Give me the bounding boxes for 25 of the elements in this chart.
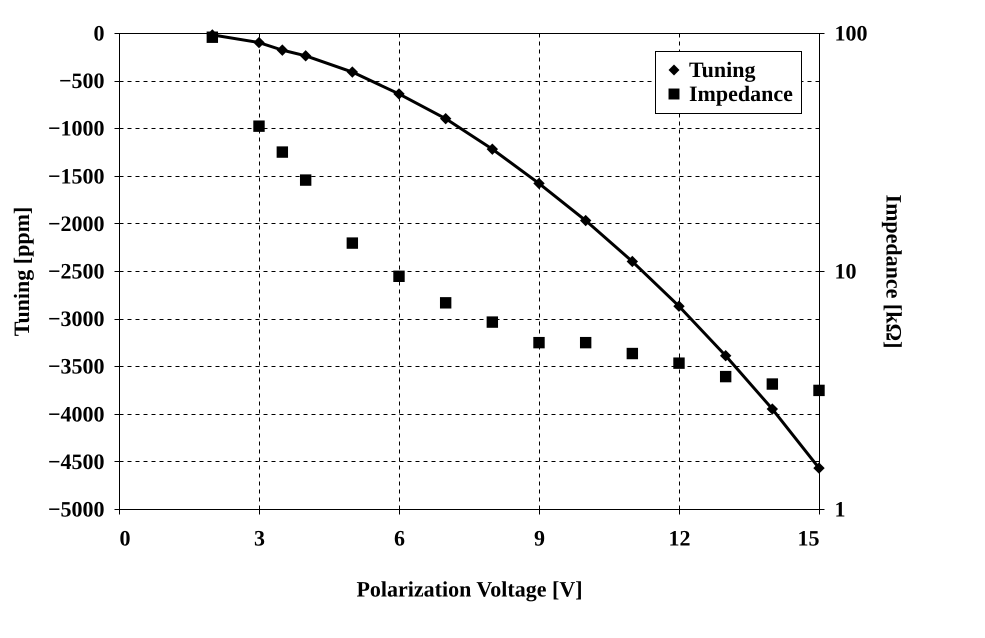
y2-tick-label: 100 [834, 20, 868, 46]
y-tick-label: −4500 [48, 448, 104, 474]
y-axis-title: Tuning [ppm] [8, 206, 34, 336]
y2-tick-label: 1 [834, 496, 846, 522]
legend-label: Impedance [689, 81, 794, 106]
y-tick-label: −5000 [48, 496, 104, 522]
x-tick-label: 15 [798, 526, 820, 550]
y-tick-label: −3000 [48, 306, 104, 332]
y-tick-label: −500 [58, 68, 104, 94]
y-tick-label: −2000 [48, 210, 104, 236]
y2-tick-label: 10 [834, 258, 856, 284]
y-tick-label: −1500 [48, 163, 104, 188]
x-tick-label: 3 [254, 526, 265, 550]
x-tick-label: 12 [668, 526, 690, 550]
x-tick-label: 6 [394, 526, 405, 550]
y-tick-label: −3500 [48, 354, 104, 379]
y2-axis-title: Impedance [kΩ] [882, 194, 906, 348]
y-tick-label: −2500 [48, 258, 104, 284]
x-tick-label: 9 [534, 526, 545, 550]
y-tick-label: −1000 [48, 116, 104, 141]
y-tick-label: 0 [94, 20, 104, 46]
x-axis-title: Polarization Voltage [V] [356, 576, 583, 602]
x-tick-label: 0 [120, 526, 130, 550]
y-tick-label: −4000 [48, 401, 104, 426]
legend-label: Tuning [689, 57, 756, 82]
